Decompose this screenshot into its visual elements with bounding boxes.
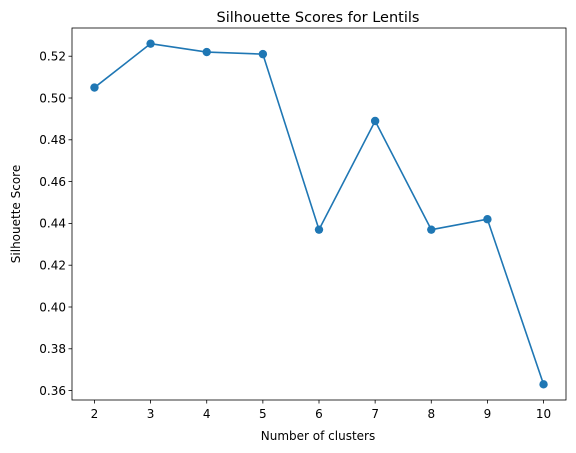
x-tick-label: 9 (484, 407, 492, 421)
plot-area (71, 27, 567, 401)
data-point (258, 49, 268, 59)
x-tick-label: 7 (371, 407, 379, 421)
data-point (314, 225, 324, 234)
data-point (539, 380, 548, 389)
x-tick-label: 3 (147, 407, 155, 421)
x-axis: 2 3 4 5 6 7 8 9 10 (91, 400, 551, 421)
y-tick-label: 0.50 (39, 91, 66, 105)
data-point (202, 47, 211, 57)
y-axis-label: Silhouette Score (9, 165, 23, 263)
x-tick-label: 4 (203, 407, 211, 421)
data-point (483, 215, 492, 224)
x-tick-label: 5 (259, 407, 267, 421)
x-tick-label: 2 (91, 407, 99, 421)
y-tick-label: 0.36 (39, 384, 66, 398)
series-line (90, 39, 548, 389)
data-point (90, 83, 99, 92)
x-tick-label: 10 (536, 407, 551, 421)
y-tick-label: 0.48 (39, 133, 66, 147)
y-tick-label: 0.38 (39, 342, 66, 356)
y-tick-label: 0.52 (39, 50, 66, 64)
data-point (146, 39, 155, 48)
data-point (370, 116, 380, 126)
x-tick-label: 6 (315, 407, 323, 421)
y-tick-label: 0.40 (39, 300, 66, 314)
y-tick-label: 0.44 (39, 217, 66, 231)
y-tick-label: 0.42 (39, 259, 66, 273)
x-tick-label: 8 (427, 407, 435, 421)
x-axis-label: Number of clusters (261, 429, 375, 443)
chart-title: Silhouette Scores for Lentils (217, 10, 420, 26)
data-point (427, 225, 436, 234)
y-tick-label: 0.46 (39, 175, 66, 189)
y-axis: 0.36 0.38 0.40 0.42 0.44 0.46 0.48 0.50 0.52 (39, 50, 72, 398)
